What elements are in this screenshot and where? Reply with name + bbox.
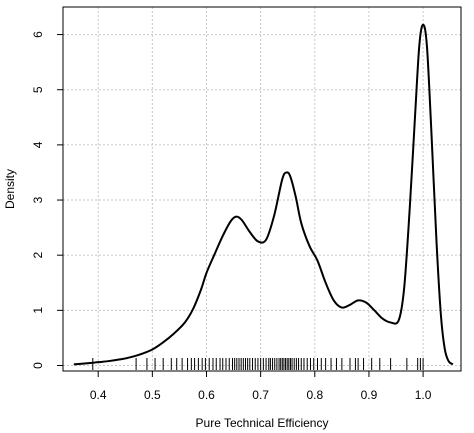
x-axis-title: Pure Technical Efficiency: [196, 416, 329, 430]
y-tick-label: 3: [31, 196, 45, 203]
y-tick-label: 6: [31, 31, 45, 38]
grid: [63, 7, 461, 371]
x-tick-label: 0.7: [252, 388, 269, 402]
x-tick-label: 0.9: [361, 388, 378, 402]
y-tick-label: 5: [31, 86, 45, 93]
x-tick-label: 0.8: [306, 388, 323, 402]
x-tick-label: 0.6: [198, 388, 215, 402]
x-tick-label: 0.4: [90, 388, 107, 402]
y-tick-label: 1: [31, 307, 45, 314]
y-tick-label: 4: [31, 141, 45, 148]
density-curve: [73, 23, 454, 366]
rug-marks: [92, 358, 424, 370]
y-axis-title: Density: [3, 169, 17, 209]
x-tick-label: 0.5: [144, 388, 161, 402]
x-axis: 0.4 0.5 0.6 0.7 0.8 0.9 1.0: [90, 371, 432, 402]
y-tick-label: 2: [31, 252, 45, 259]
x-tick-label: 1.0: [415, 388, 432, 402]
y-axis: 0 1 2 3 4 5 6: [31, 31, 63, 369]
plot-area-border: [62, 6, 462, 372]
y-tick-label: 0: [31, 362, 45, 369]
